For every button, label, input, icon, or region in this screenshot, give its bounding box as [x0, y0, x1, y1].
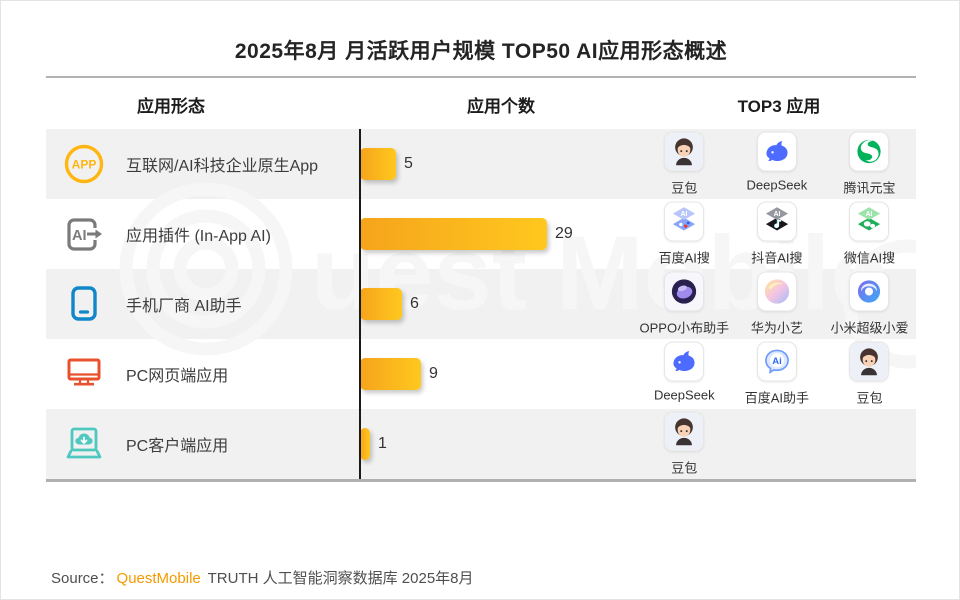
column-header-top3: TOP3 应用 — [737, 97, 821, 116]
count-bar-group: 1 — [360, 428, 387, 460]
count-value: 9 — [429, 365, 438, 382]
app-name: 豆包 — [671, 460, 698, 476]
app-name: DeepSeek — [746, 177, 808, 193]
top3-app: DeepSeek — [638, 341, 731, 407]
svg-text:AI: AI — [72, 228, 87, 244]
deepseek-logo — [664, 341, 705, 382]
baidu-ai-search-logo: AI — [664, 201, 705, 242]
svg-text:AI: AI — [681, 211, 688, 218]
category-label: PC客户端应用 — [126, 438, 229, 455]
app-name: 抖音AI搜 — [751, 250, 803, 266]
app-name: 微信AI搜 — [843, 250, 896, 266]
top3-apps: 豆包 DeepSeek 腾讯元宝 — [638, 131, 916, 197]
source-prefix: Source： — [51, 570, 114, 587]
svg-text:APP: APP — [72, 158, 97, 172]
app-badge-icon: APP — [62, 142, 106, 186]
douyin-ai-search-logo: AI — [756, 201, 797, 242]
app-name: 百度AI助手 — [744, 390, 810, 406]
page-title: 2025年8月 月活跃用户规模 TOP50 AI应用形态概述 — [234, 40, 728, 63]
column-header-form: 应用形态 — [137, 97, 205, 116]
top3-apps: DeepSeek Ai 百度AI助手 豆包 — [638, 341, 916, 407]
count-value: 6 — [410, 295, 419, 312]
top3-app: 腾讯元宝 — [823, 131, 916, 197]
category-label: PC网页端应用 — [126, 368, 229, 385]
app-name: OPPO小布助手 — [639, 320, 730, 336]
app-name: 豆包 — [856, 390, 883, 406]
app-name: 小米超级小爱 — [830, 320, 909, 336]
count-value: 1 — [378, 435, 387, 452]
table-row: 手机厂商 AI助手 6 OPPO小布助手 华为小艺 小米超级小爱 — [46, 269, 916, 339]
top3-app: OPPO小布助手 — [638, 271, 731, 337]
phone-icon — [62, 282, 106, 326]
top3-app: 豆包 — [823, 341, 916, 407]
count-bar-group: 29 — [360, 218, 573, 250]
huawei-xiaoyi-logo — [756, 271, 797, 312]
table-body: uest Mobile APP 互联网/AI科技企业原生App 5 豆包 DeepSee… — [46, 129, 916, 482]
app-name: DeepSeek — [653, 387, 715, 403]
top3-app: 豆包 — [638, 411, 731, 477]
app-name: 豆包 — [671, 180, 698, 196]
top3-app: AI 抖音AI搜 — [731, 201, 824, 267]
tencent-yuanbao-logo — [849, 131, 890, 172]
app-name: 腾讯元宝 — [843, 180, 896, 196]
deepseek-logo — [756, 131, 797, 172]
table-row: PC客户端应用 1 豆包 — [46, 409, 916, 479]
count-value: 5 — [404, 155, 413, 172]
count-bar-group: 5 — [360, 148, 413, 180]
top3-app: AI 百度AI搜 — [638, 201, 731, 267]
column-header-count: 应用个数 — [467, 97, 535, 116]
source-suffix: TRUTH 人工智能洞察数据库 2025年8月 — [203, 570, 474, 587]
axis-line — [359, 129, 361, 479]
top3-app: AI 微信AI搜 — [823, 201, 916, 267]
count-bar — [360, 148, 396, 180]
svg-text:AI: AI — [866, 211, 873, 218]
top3-app: 豆包 — [638, 131, 731, 197]
in-app-ai-icon: AI — [62, 212, 106, 256]
count-bar — [360, 218, 547, 250]
header-divider — [46, 76, 916, 78]
monitor-icon — [62, 352, 106, 396]
doubao-logo — [849, 341, 890, 382]
top3-app: DeepSeek — [731, 131, 824, 197]
top3-apps: AI 百度AI搜 AI 抖音AI搜 AI 微信AI搜 — [638, 201, 916, 267]
table-row: AI 应用插件 (In-App AI) 29 AI 百度AI搜 AI 抖音AI搜 AI 微信AI… — [46, 199, 916, 269]
category-label: 应用插件 (In-App AI) — [126, 228, 271, 245]
doubao-logo — [664, 131, 705, 172]
doubao-logo — [664, 411, 705, 452]
count-bar — [360, 288, 402, 320]
wechat-ai-search-logo: AI — [849, 201, 890, 242]
top3-app: 华为小艺 — [731, 271, 824, 337]
count-bar-group: 6 — [360, 288, 419, 320]
top3-apps: OPPO小布助手 华为小艺 小米超级小爱 — [638, 271, 916, 337]
source-brand: QuestMobile — [116, 570, 201, 587]
count-bar-group: 9 — [360, 358, 438, 390]
count-bar — [360, 358, 421, 390]
app-name: 百度AI搜 — [658, 250, 710, 266]
top3-app: Ai 百度AI助手 — [731, 341, 824, 407]
source-line: Source： QuestMobile TRUTH 人工智能洞察数据库 2025年… — [51, 567, 474, 588]
svg-text:AI: AI — [773, 211, 780, 218]
laptop-cloud-icon — [62, 422, 106, 466]
category-label: 手机厂商 AI助手 — [126, 298, 242, 315]
count-value: 29 — [555, 225, 573, 242]
xiaomi-xiaoai-logo — [849, 271, 890, 312]
baidu-ai-assistant-logo: Ai — [756, 341, 797, 382]
category-label: 互联网/AI科技企业原生App — [126, 158, 319, 175]
top3-app: 小米超级小爱 — [823, 271, 916, 337]
top3-apps: 豆包 — [638, 411, 916, 477]
app-name: 华为小艺 — [750, 320, 803, 336]
svg-text:Ai: Ai — [772, 356, 782, 367]
table-row: APP 互联网/AI科技企业原生App 5 豆包 DeepSeek 腾讯元宝 — [46, 129, 916, 199]
oppo-xiaobu-logo — [664, 271, 705, 312]
count-bar — [360, 428, 370, 460]
table-row: PC网页端应用 9 DeepSeek Ai 百度AI助手 豆包 — [46, 339, 916, 409]
